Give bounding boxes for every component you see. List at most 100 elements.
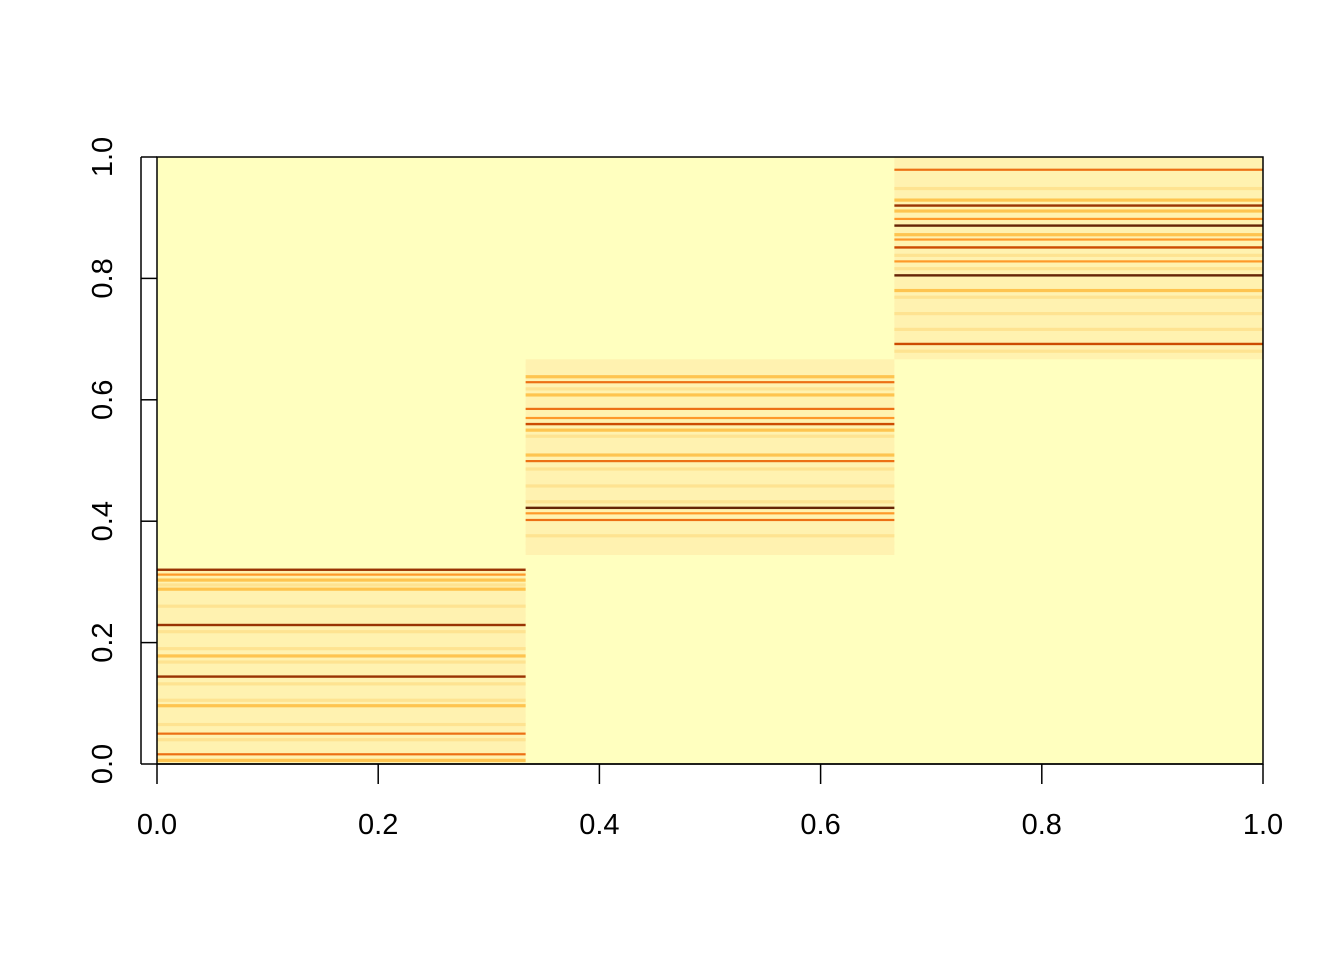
heatmap-cell [157, 753, 526, 756]
heatmap-cell [157, 654, 526, 658]
x-axis: 0.0 0.2 0.4 0.6 0.8 1.0 [137, 763, 1283, 841]
heatmap-cell [525, 506, 895, 510]
heatmap-cell [894, 253, 1263, 257]
heatmap-cell [525, 518, 895, 522]
heatmap-cell [157, 713, 526, 718]
heatmap-cell [525, 364, 895, 368]
heatmap-block-1 [157, 568, 526, 764]
heatmap-block-fill [894, 157, 1263, 360]
heatmap-cell [157, 675, 526, 678]
heatmap-cell [525, 375, 895, 379]
heatmap-cell [157, 568, 526, 571]
heatmap-cell [894, 267, 1263, 271]
heatmap-cell [894, 160, 1263, 164]
heatmap-cell [894, 217, 1263, 221]
heatmap-cell [157, 667, 526, 671]
heatmap-cell [894, 246, 1263, 249]
x-tick-label: 1.0 [1243, 809, 1283, 841]
y-tick-label: 0.6 [87, 380, 119, 420]
y-tick-label: 1.0 [87, 137, 119, 177]
heatmap-cell [157, 637, 526, 642]
heatmap-cell [157, 623, 526, 627]
heatmap-block-fill [525, 359, 895, 555]
heatmap-cell [525, 500, 895, 504]
heatmap-block-2 [525, 359, 895, 555]
heatmap-cell [157, 578, 526, 582]
x-tick-label: 0.0 [137, 809, 177, 841]
heatmap-cell [894, 224, 1263, 227]
heatmap-cell [894, 349, 1263, 353]
heatmap-cell [894, 233, 1263, 237]
heatmap-cell [894, 288, 1263, 293]
heatmap-cell [525, 444, 895, 449]
heatmap-cell [157, 587, 526, 591]
x-tick-label: 0.6 [800, 809, 840, 841]
heatmap-cell [525, 416, 895, 420]
heatmap-cell [525, 381, 895, 384]
heatmap-cell [525, 548, 895, 552]
heatmap-cell [525, 400, 895, 404]
heatmap-cell [894, 260, 1263, 263]
heatmap-cell [525, 512, 895, 515]
heatmap-cell [894, 335, 1263, 339]
heatmap-cell [157, 758, 526, 762]
heatmap-cell [525, 526, 895, 531]
heatmap-cell [894, 342, 1263, 346]
heatmap-cell [525, 434, 895, 438]
heatmap-cell [894, 186, 1263, 191]
heatmap-cell [525, 484, 895, 488]
heatmap-cell [525, 534, 895, 538]
y-tick-label: 0.2 [87, 622, 119, 662]
heatmap-cell [157, 583, 526, 587]
heatmap-cell [157, 690, 526, 694]
heatmap-cell [525, 387, 895, 391]
heatmap-cell [894, 168, 1263, 171]
heatmap-cell [157, 647, 526, 651]
heatmap-cell [525, 541, 895, 545]
heatmap-cell [894, 198, 1263, 202]
heatmap-cell [894, 178, 1263, 182]
y-tick-label: 0.8 [87, 258, 119, 298]
heatmap-cell [894, 209, 1263, 213]
heatmap-cell [525, 422, 895, 426]
heatmap-cell [157, 573, 526, 576]
heatmap-cell [894, 355, 1263, 359]
x-tick-label: 0.2 [358, 809, 398, 841]
heatmap-block-3 [894, 157, 1263, 360]
heatmap-cell [525, 428, 895, 432]
heatmap-cell [157, 660, 526, 664]
heatmap-cell [525, 393, 895, 397]
heatmap-cell [157, 698, 526, 702]
heatmap-cell [157, 738, 526, 742]
heatmap-cell [525, 453, 895, 457]
heatmap-cell [157, 630, 526, 634]
y-axis: 0.0 0.2 0.4 0.6 0.8 1.0 [87, 137, 157, 784]
heatmap-cell [157, 745, 526, 749]
heatmap-cell [894, 238, 1263, 241]
heatmap-cell [894, 319, 1263, 324]
heatmap-cell [525, 460, 895, 463]
heatmap-blocks [157, 157, 1263, 764]
heatmap-cell [894, 295, 1263, 299]
heatmap-cell [894, 274, 1263, 277]
heatmap-cell [525, 467, 895, 471]
heatmap-cell [525, 407, 895, 411]
heatmap-cell [525, 475, 895, 480]
heatmap-cell [894, 204, 1263, 207]
x-tick-label: 0.4 [579, 809, 619, 841]
heatmap-cell [894, 303, 1263, 307]
y-tick-label: 0.4 [87, 501, 119, 541]
heatmap-cell [157, 613, 526, 617]
heatmap-cell [157, 604, 526, 608]
heatmap-cell [157, 722, 526, 727]
y-tick-label: 0.0 [87, 744, 119, 784]
heatmap-cell [157, 732, 526, 735]
heatmap-cell [157, 682, 526, 686]
heatmap-cell [525, 491, 895, 495]
heatmap-cell [157, 593, 526, 597]
heatmap-cell [157, 704, 526, 708]
x-tick-label: 0.8 [1022, 809, 1062, 841]
heatmap-cell [894, 281, 1263, 285]
heatmap-block-fill [157, 568, 526, 764]
